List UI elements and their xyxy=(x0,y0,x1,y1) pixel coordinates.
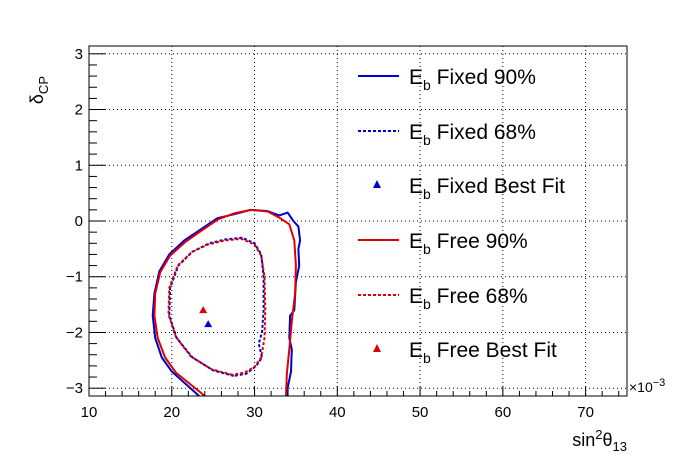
x-axis-title-sub: 13 xyxy=(613,439,627,454)
legend: Eb Fixed 90%Eb Fixed 68%Eb Fixed Best Fi… xyxy=(358,66,565,366)
legend-label-free-best-fit: Eb Free Best Fit xyxy=(409,339,557,366)
legend-label-sub: b xyxy=(423,186,431,202)
contour-free-68- xyxy=(167,237,267,376)
legend-label-sub: b xyxy=(423,132,431,148)
x-tick-label: 40 xyxy=(329,404,346,421)
x-tick-label: 60 xyxy=(495,404,512,421)
x-tick-label: 10 xyxy=(81,404,98,421)
series-layer xyxy=(151,208,302,397)
legend-label-rest: Fixed 90% xyxy=(431,66,536,89)
x-axis-title: sin2θ13 xyxy=(572,427,627,454)
y-tick-label: 1 xyxy=(75,157,83,174)
legend-label-rest: Fixed 68% xyxy=(431,121,536,144)
contour-free-90- xyxy=(153,208,297,397)
y-axis-title-base: δ xyxy=(27,94,47,104)
legend-label-base: E xyxy=(409,66,423,89)
legend-label-sub: b xyxy=(423,296,431,312)
y-tick-label: −1 xyxy=(66,269,83,286)
legend-label-rest: Free 90% xyxy=(431,230,528,253)
x-axis-title-theta: θ xyxy=(603,430,613,450)
y-axis-title-sub: CP xyxy=(36,76,51,94)
x-axis-title-sup: 2 xyxy=(595,427,602,442)
x-tick-label: 70 xyxy=(577,404,594,421)
contour-fixed-68- xyxy=(168,236,265,377)
y-tick-label: 3 xyxy=(75,46,83,63)
y-tick-label: −2 xyxy=(66,324,83,341)
legend-label-free-68-: Eb Free 68% xyxy=(409,285,528,312)
legend-label-base: E xyxy=(409,285,423,308)
contour-fixed-90- xyxy=(151,208,302,397)
legend-label-rest: Fixed Best Fit xyxy=(431,175,565,198)
legend-label-fixed-90-: Eb Fixed 90% xyxy=(409,66,536,93)
legend-marker-fixed-best-fit xyxy=(373,180,381,188)
legend-marker-free-best-fit xyxy=(373,344,381,352)
x-tick-label: 50 xyxy=(412,404,429,421)
x-tick-label: 30 xyxy=(246,404,263,421)
legend-label-rest: Free 68% xyxy=(431,285,528,308)
best-fit-marker-free-best-fit xyxy=(199,306,208,314)
legend-label-fixed-68-: Eb Fixed 68% xyxy=(409,121,536,148)
legend-label-sub: b xyxy=(423,241,431,257)
legend-label-sub: b xyxy=(423,350,431,366)
legend-label-fixed-best-fit: Eb Fixed Best Fit xyxy=(409,175,565,202)
legend-label-sub: b xyxy=(423,77,431,93)
axis-ticks: 10 20 30 40 50 60 70 −3 −2 −1 0 1 2 3 xyxy=(66,46,620,421)
x-axis-title-base: sin xyxy=(572,430,595,450)
legend-label-rest: Free Best Fit xyxy=(431,339,557,362)
y-tick-label: 0 xyxy=(75,213,83,230)
legend-label-base: E xyxy=(409,230,423,253)
y-tick-label: 2 xyxy=(75,102,83,119)
grid xyxy=(89,46,627,396)
x-axis-multiplier-prefix: ×10 xyxy=(629,379,653,395)
x-tick-label: 20 xyxy=(163,404,180,421)
x-axis-multiplier-exp: −3 xyxy=(653,377,666,389)
best-fit-marker-fixed-best-fit xyxy=(204,320,213,328)
y-tick-label: −3 xyxy=(66,380,83,397)
legend-label-base: E xyxy=(409,339,423,362)
y-axis-title: δCP xyxy=(27,76,51,104)
legend-label-base: E xyxy=(409,175,423,198)
x-axis-multiplier: ×10−3 xyxy=(629,377,665,395)
legend-label-base: E xyxy=(409,121,423,144)
legend-label-free-90-: Eb Free 90% xyxy=(409,230,528,257)
